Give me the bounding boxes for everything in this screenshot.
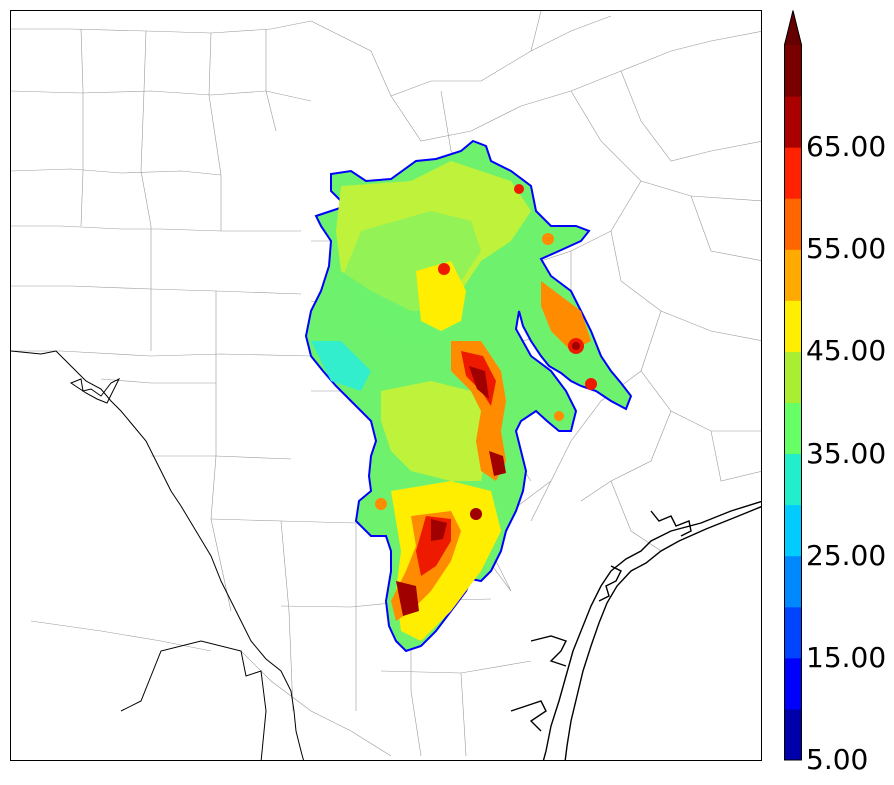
county-line bbox=[460, 672, 467, 757]
colorbar-bin bbox=[784, 351, 802, 403]
colorbar-bin bbox=[784, 708, 802, 761]
county-line bbox=[610, 480, 662, 552]
field-55-band bbox=[541, 281, 591, 351]
field-60-cell bbox=[514, 184, 524, 194]
county-line bbox=[610, 180, 761, 341]
colorbar-bins bbox=[784, 45, 802, 761]
colorbar-tick-label: 65.00 bbox=[806, 130, 887, 164]
county-line bbox=[350, 730, 392, 757]
field-40-band-south bbox=[381, 381, 491, 481]
county-line bbox=[151, 455, 292, 460]
colorbar-tick-label: 35.00 bbox=[806, 436, 887, 470]
county-line bbox=[100, 378, 216, 384]
colorbar-bin bbox=[784, 402, 802, 455]
field-30-band bbox=[311, 341, 371, 391]
county-line bbox=[11, 285, 302, 295]
colorbar-tick-label: 25.00 bbox=[806, 538, 887, 572]
county-line bbox=[530, 11, 542, 52]
colorbar-bin bbox=[784, 198, 802, 250]
bay-outline bbox=[650, 510, 692, 537]
field-65-core bbox=[469, 366, 489, 399]
field-55-cell bbox=[375, 498, 387, 510]
county-line bbox=[11, 168, 222, 176]
county-line bbox=[690, 195, 761, 261]
field-45-band bbox=[416, 261, 466, 331]
colorbar-bin bbox=[784, 45, 802, 97]
county-line bbox=[210, 291, 232, 612]
colorbar-bin bbox=[784, 504, 802, 557]
colorbar-bin bbox=[784, 606, 802, 659]
county-line bbox=[640, 310, 761, 432]
colorbar-bin bbox=[784, 555, 802, 608]
map-canvas bbox=[11, 11, 761, 760]
bay-outline bbox=[530, 635, 567, 667]
county-line bbox=[580, 410, 672, 502]
colorbar-bin bbox=[784, 147, 802, 199]
county-line bbox=[620, 70, 761, 162]
county-line bbox=[570, 31, 761, 92]
field-35-band bbox=[341, 211, 481, 351]
barrier-island bbox=[564, 506, 761, 760]
field-55-cell bbox=[554, 411, 564, 421]
county-line bbox=[710, 430, 761, 482]
state-boundary bbox=[11, 350, 304, 760]
county-line bbox=[570, 90, 761, 202]
county-line bbox=[265, 29, 277, 132]
field-65-cell bbox=[572, 342, 580, 350]
field-65-core-south bbox=[431, 519, 447, 541]
field-65-core-south bbox=[396, 581, 419, 616]
county-line bbox=[80, 28, 84, 227]
field-55-cell bbox=[542, 233, 554, 245]
county-line bbox=[240, 650, 352, 732]
county-line bbox=[380, 660, 532, 674]
field-60-cell bbox=[585, 378, 597, 390]
colorbar-tick-label: 5.00 bbox=[806, 743, 869, 776]
colorbar-tick-label: 55.00 bbox=[806, 232, 887, 266]
county-line bbox=[11, 350, 312, 357]
county-line bbox=[30, 620, 212, 652]
county-line bbox=[140, 30, 152, 351]
precipitation-field bbox=[304, 139, 633, 653]
mountain-boundary bbox=[120, 640, 267, 760]
colorbar-bin bbox=[784, 657, 802, 710]
county-line bbox=[11, 225, 301, 232]
field-65-core bbox=[489, 451, 506, 476]
county-line bbox=[208, 32, 222, 231]
colorbar-tick-label: 15.00 bbox=[806, 640, 887, 674]
colorbar-extend-arrow bbox=[784, 10, 802, 45]
bay-outline bbox=[598, 565, 622, 602]
colorbar-tick-label: 45.00 bbox=[806, 334, 887, 368]
county-line bbox=[390, 90, 572, 142]
map-panel bbox=[10, 10, 762, 761]
bay-outline bbox=[510, 700, 547, 732]
border-line bbox=[11, 350, 304, 760]
county-line bbox=[280, 520, 294, 712]
colorbar-frame bbox=[784, 10, 802, 761]
county-line bbox=[11, 20, 312, 34]
colorbar-bin bbox=[784, 453, 802, 506]
field-65-cell bbox=[470, 508, 482, 520]
reservoir-outline bbox=[69, 377, 121, 404]
county-line bbox=[210, 518, 357, 524]
gulf-shoreline bbox=[542, 500, 761, 760]
colorbar bbox=[784, 10, 802, 761]
colorbar-bin bbox=[784, 300, 802, 352]
coastline bbox=[510, 500, 761, 760]
county-line bbox=[310, 20, 481, 97]
county-line bbox=[480, 15, 612, 82]
colorbar-bin bbox=[784, 249, 802, 301]
county-line bbox=[11, 90, 312, 102]
colorbar-bin bbox=[784, 96, 802, 148]
field-60-cell bbox=[438, 263, 450, 275]
